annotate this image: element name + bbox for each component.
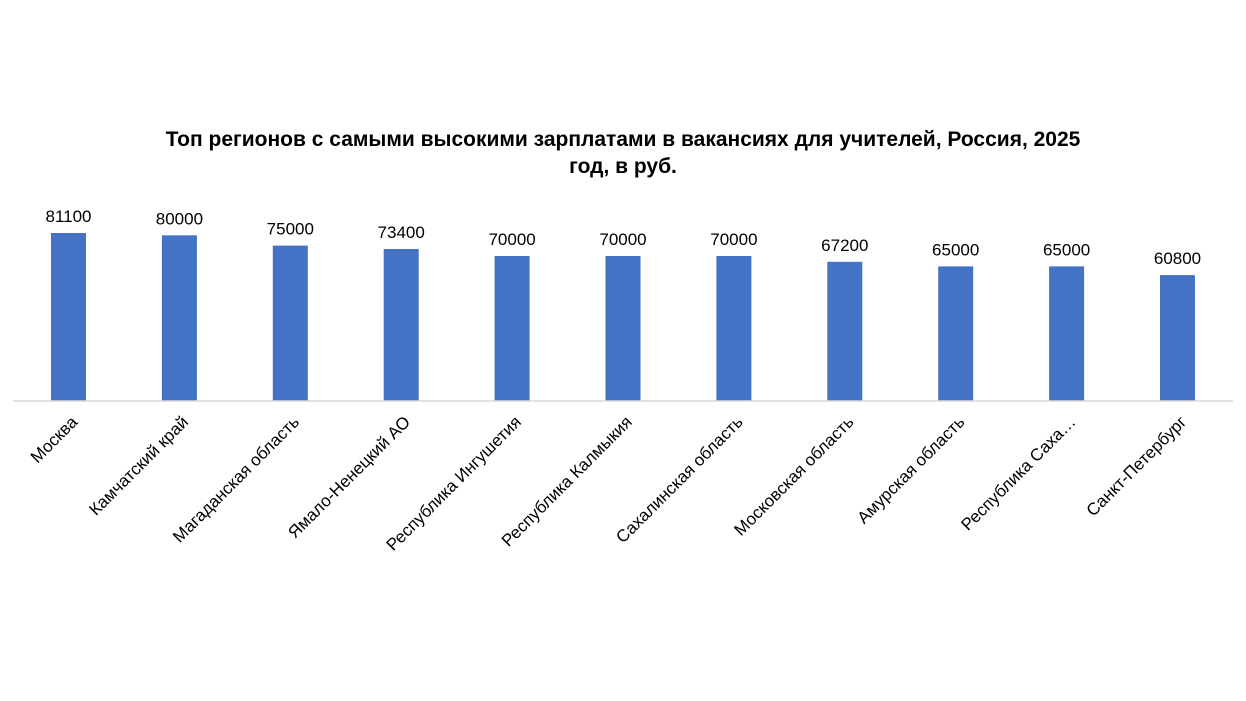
data-labels-group: 81100 80000 75000 73400 70000 70000 70000 67200… (45, 207, 1201, 268)
category-label: Москва (27, 412, 82, 467)
category-label: Санкт-Петербург (1083, 412, 1191, 520)
bar (51, 233, 86, 401)
category-label: Ямало-Ненецкий АО (284, 412, 414, 542)
data-label: 75000 (267, 220, 314, 239)
category-label: Московская область (730, 412, 857, 539)
bar (1049, 266, 1085, 401)
bar (827, 261, 863, 401)
chart-title: Топ регионов с самыми высокими зарплатам… (0, 126, 1246, 180)
data-label: 60800 (1154, 249, 1201, 268)
chart-title-line-2: год, в руб. (569, 155, 677, 178)
data-label: 80000 (156, 209, 203, 228)
bar (938, 266, 974, 401)
data-label: 73400 (378, 223, 425, 242)
data-label: 70000 (488, 230, 535, 249)
category-label: Республика Саха… (957, 412, 1079, 534)
category-label: Магаданская область (169, 412, 303, 546)
data-label: 70000 (599, 230, 646, 249)
category-label: Сахалинская область (612, 412, 747, 547)
data-label: 81100 (45, 207, 91, 226)
bar (716, 256, 752, 401)
category-label: Амурская область (854, 412, 969, 527)
data-label: 65000 (1043, 240, 1090, 259)
data-label: 65000 (932, 240, 979, 259)
bar (161, 235, 197, 401)
bar (605, 256, 641, 401)
chart-title-line-1: Топ регионов с самыми высокими зарплатам… (165, 128, 1081, 151)
category-label: Камчатский край (85, 412, 192, 519)
bar (383, 249, 419, 401)
bars-group (51, 233, 1195, 401)
bar (494, 256, 530, 401)
data-label: 67200 (821, 236, 868, 255)
data-label: 70000 (710, 230, 757, 249)
bar (1160, 275, 1195, 401)
bar (272, 245, 308, 401)
